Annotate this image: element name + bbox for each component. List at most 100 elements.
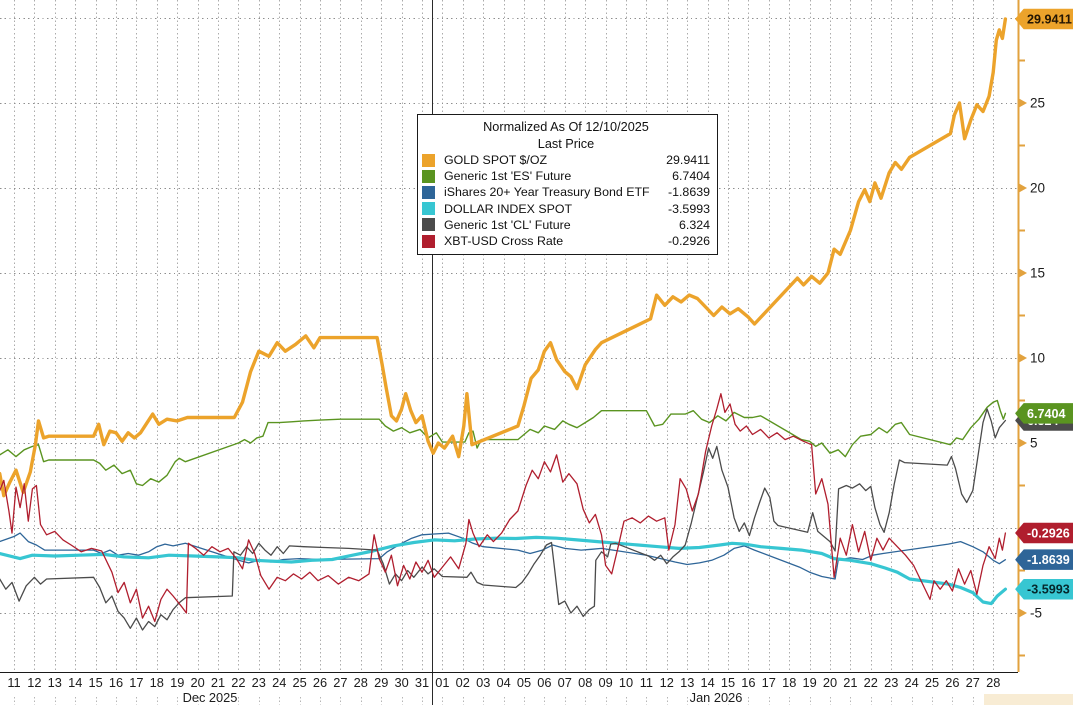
x-axis-day-label: 20: [190, 675, 204, 690]
series-line-5: [0, 393, 1007, 623]
legend-series-name: GOLD SPOT $/OZ: [444, 153, 548, 168]
x-axis-day-label: 13: [680, 675, 694, 690]
x-axis-day-label: 22: [231, 675, 245, 690]
x-axis-day-label: 13: [48, 675, 62, 690]
legend-swatch-icon: [422, 218, 435, 232]
legend-subtitle: Last Price: [537, 137, 595, 151]
legend-row: Generic 1st 'ES' Future 6.7404: [422, 168, 710, 184]
cropped-panel-fragment: [984, 694, 1073, 705]
x-axis-day-label: 11: [7, 675, 20, 690]
x-axis-day-label: 04: [496, 675, 510, 690]
x-axis-day-label: 01: [435, 675, 449, 690]
x-axis-day-label: 19: [170, 675, 184, 690]
x-axis-day-label: 14: [700, 675, 714, 690]
x-axis-day-label: 22: [864, 675, 878, 690]
y-axis-tick-arrow: [1019, 98, 1027, 108]
legend-row: Generic 1st 'CL' Future 6.324: [422, 217, 710, 233]
price-badge: [1015, 549, 1073, 570]
series-line-3: [0, 535, 1008, 606]
y-axis-tick-label: 15: [1030, 266, 1045, 281]
x-axis-day-label: 21: [211, 675, 225, 690]
x-axis-day-label: 09: [598, 675, 612, 690]
price-badge-label: 6.7404: [1027, 407, 1066, 421]
legend-box: Normalized As Of 12/10/2025 Last Price G…: [417, 114, 718, 255]
series-line-4: [0, 408, 1007, 631]
x-axis-day-label: 18: [782, 675, 796, 690]
legend-swatch-icon: [422, 234, 435, 248]
legend-series-name: DOLLAR INDEX SPOT: [444, 201, 573, 216]
x-axis-day-label: 25: [292, 675, 306, 690]
x-axis-day-label: 15: [88, 675, 102, 690]
x-axis-day-label: 26: [945, 675, 959, 690]
x-axis-day-label: 27: [333, 675, 347, 690]
y-axis-tick-label: 10: [1030, 351, 1045, 366]
month-label: Jan 2026: [690, 690, 743, 705]
legend-row: XBT-USD Cross Rate -0.2926: [422, 233, 710, 249]
y-axis-tick-label: 5: [1030, 436, 1038, 451]
x-axis-day-label: 12: [27, 675, 41, 690]
legend-series-value: -3.5993: [667, 201, 710, 216]
x-axis-day-label: 25: [925, 675, 939, 690]
legend-series-value: -1.8639: [667, 185, 710, 200]
legend-series-value: 6.7404: [672, 169, 710, 184]
x-axis-day-label: 14: [68, 675, 82, 690]
x-axis-day-label: 08: [578, 675, 592, 690]
x-axis-day-label: 31: [415, 675, 429, 690]
y-axis-tick-label: -5: [1030, 606, 1042, 621]
price-badge: [1015, 8, 1073, 30]
y-axis-tick-arrow: [1019, 608, 1027, 618]
x-axis-day-label: 30: [394, 675, 408, 690]
y-axis-tick-arrow: [1019, 353, 1027, 363]
legend-rows: GOLD SPOT $/OZ 29.9411 Generic 1st 'ES' Fu…: [422, 152, 710, 249]
legend-row: GOLD SPOT $/OZ 29.9411: [422, 152, 710, 168]
legend-title: Normalized As Of 12/10/2025: [483, 120, 649, 134]
series-line-0: [0, 17, 1008, 498]
x-axis-day-label: 05: [517, 675, 531, 690]
x-axis-day-label: 18: [150, 675, 164, 690]
legend-series-name: XBT-USD Cross Rate: [444, 234, 564, 249]
legend-series-value: 6.324: [678, 217, 710, 232]
x-axis-day-label: 19: [802, 675, 816, 690]
series-line-2: [0, 532, 1007, 580]
x-axis-day-label: 06: [537, 675, 551, 690]
x-axis-day-label: 24: [272, 675, 286, 690]
legend-series-name: iShares 20+ Year Treasury Bond ETF: [444, 185, 650, 200]
price-badge: [1015, 522, 1073, 544]
x-axis-day-label: 20: [823, 675, 837, 690]
price-badge: [1015, 403, 1073, 424]
price-badge-label: -0.2926: [1027, 526, 1070, 540]
month-label: Dec 2025: [183, 690, 238, 705]
x-axis-day-label: 03: [476, 675, 490, 690]
x-axis-day-label: 02: [456, 675, 470, 690]
y-axis-tick-arrow: [1019, 183, 1027, 193]
series-line-1: [0, 399, 1007, 487]
legend-row: DOLLAR INDEX SPOT -3.5993: [422, 201, 710, 217]
legend-series-name: Generic 1st 'ES' Future: [444, 169, 572, 184]
legend-series-name: Generic 1st 'CL' Future: [444, 217, 571, 232]
y-axis-tick-label: 20: [1030, 181, 1045, 196]
x-axis-day-label: 10: [619, 675, 633, 690]
x-axis-day-label: 16: [109, 675, 123, 690]
x-axis-day-label: 21: [843, 675, 857, 690]
legend-swatch-icon: [422, 202, 435, 216]
x-axis-day-label: 11: [640, 675, 653, 690]
x-axis-day-label: 23: [252, 675, 266, 690]
x-axis-day-label: 16: [741, 675, 755, 690]
x-axis-day-label: 23: [884, 675, 898, 690]
x-axis-day-label: 28: [986, 675, 1000, 690]
y-axis-tick-arrow: [1019, 438, 1027, 448]
legend-series-value: 29.9411: [666, 153, 710, 168]
legend-row: iShares 20+ Year Treasury Bond ETF -1.863…: [422, 184, 710, 200]
y-axis-tick-label: 25: [1030, 96, 1045, 111]
legend-series-value: -0.2926: [667, 234, 710, 249]
x-axis-day-label: 15: [721, 675, 735, 690]
x-axis-day-label: 17: [762, 675, 776, 690]
price-badge: [1015, 578, 1073, 600]
y-axis-tick-arrow: [1019, 268, 1027, 278]
price-badge-label: -3.5993: [1027, 583, 1070, 597]
x-axis-day-label: 24: [904, 675, 918, 690]
x-axis-day-label: 26: [313, 675, 327, 690]
legend-swatch-icon: [422, 185, 435, 199]
